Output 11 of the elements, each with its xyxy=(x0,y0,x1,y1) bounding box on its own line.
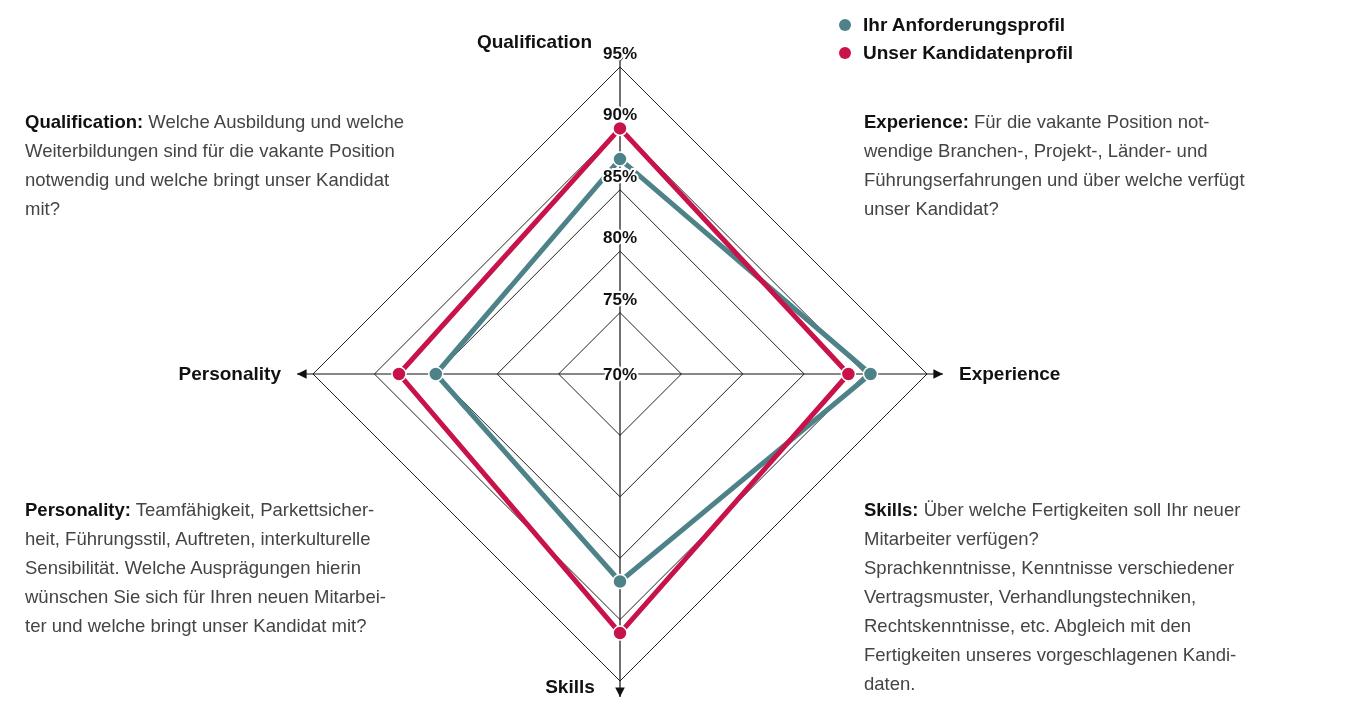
text: Experience: Für die vakante Position not- wendige Branchen-, Projekt-, Länder- und Führungserfahrungen und über welche verfügt unser Kandidat? xyxy=(863,111,1245,219)
text: Personality: Teamfähigkeit, Parkettsicher- heit, Führungsstil, Auftreten, interkulturelle Sensibilität. Welche Ausprägungen hierin wünschen Sie sich für Ihren neuen Mitarbei- ter und welche bringt unser Kandidat mit? xyxy=(24,499,386,636)
spoke-label: Experience xyxy=(959,363,1061,384)
text: Qualification: Welche Ausbildung und welche Weiterbildungen sind für die vakante Position notwendig und welche bringt unser Kandidat mit? xyxy=(25,111,405,219)
legend-label: Ihr Anforderungsprofil xyxy=(863,14,1065,35)
y-tick-label: 95% xyxy=(602,43,638,63)
spoke-label: Personality xyxy=(178,363,282,384)
legend-label: Unser Kandidatenprofil xyxy=(863,42,1074,63)
text: Skills: Über welche Fertigkeiten soll Ihr neuer Mitarbeiter verfügen? Sprachkenntnisse, Kenntnisse verschiedener Vertragsmuster, Verhandlungstechniken, Rechtskenntnisse, etc. Abgleich mit den Fertigkeiten unseres vorgeschlagenen Kandi- daten. xyxy=(864,499,1241,694)
spoke-label: Qualification xyxy=(476,31,592,52)
spoke-label: Skills xyxy=(545,676,595,697)
